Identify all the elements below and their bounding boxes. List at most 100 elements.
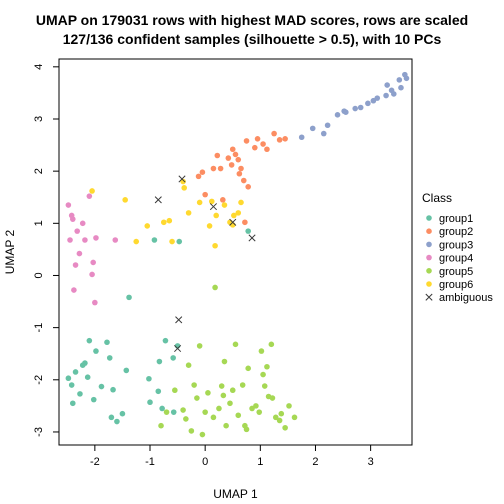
series-group6 xyxy=(89,178,244,249)
group5-point xyxy=(172,387,178,394)
group2-point xyxy=(238,165,244,172)
group1-point xyxy=(170,355,176,361)
group6-point xyxy=(196,199,203,206)
group2-point xyxy=(210,165,217,172)
group1-point xyxy=(98,383,105,390)
group2-point xyxy=(235,156,242,163)
group6-point xyxy=(238,199,244,206)
group4-point xyxy=(92,299,98,306)
group5-point xyxy=(272,414,279,421)
legend-label-group6: group6 xyxy=(439,279,473,291)
legend-marker-group4 xyxy=(426,254,432,261)
group4-point xyxy=(71,287,77,293)
group3-point xyxy=(390,91,397,97)
group4-point xyxy=(67,237,73,243)
group1-point xyxy=(82,360,88,366)
group6-point xyxy=(122,197,128,203)
legend-label-group4: group4 xyxy=(439,253,473,265)
group6-point xyxy=(208,198,215,205)
group5-point xyxy=(199,431,206,438)
group2-point xyxy=(282,136,288,142)
group5-point xyxy=(256,409,263,415)
group1-point xyxy=(162,337,169,344)
group1-point xyxy=(65,375,72,382)
y-tick-label: 1 xyxy=(33,220,45,226)
group5-point xyxy=(239,382,246,388)
group4-point xyxy=(82,237,88,243)
group3-point xyxy=(324,122,331,129)
legend-title: Class xyxy=(422,191,452,205)
group1-point xyxy=(108,414,115,421)
group3-point xyxy=(403,75,410,82)
legend-label-group1: group1 xyxy=(439,213,473,225)
x-tick-label: -1 xyxy=(145,456,155,468)
group3-point xyxy=(374,95,381,101)
ambiguous-point xyxy=(154,196,162,204)
group5-point xyxy=(264,363,270,370)
group1-point xyxy=(170,409,177,415)
group1-point xyxy=(151,237,158,243)
group6-point xyxy=(133,238,140,245)
group3-point xyxy=(334,112,341,118)
group4-point xyxy=(65,202,72,208)
group4-point xyxy=(74,228,81,234)
series-group3 xyxy=(298,71,410,141)
group1-point xyxy=(69,400,76,407)
group1-point xyxy=(176,238,183,245)
group2-point xyxy=(242,219,248,226)
legend-marker-ambiguous xyxy=(425,293,433,301)
group1-point xyxy=(84,374,91,380)
group2-point xyxy=(271,130,277,137)
y-axis: -3 -2 -1 0 1 2 3 4 xyxy=(33,64,60,437)
legend-label-ambiguous: ambiguous xyxy=(439,292,493,304)
group5-point xyxy=(243,426,250,433)
group5-point xyxy=(235,412,242,419)
group6-point xyxy=(212,242,218,249)
group4-point xyxy=(89,271,95,278)
group5-point xyxy=(221,358,228,365)
group5-point xyxy=(202,409,208,415)
group6-point xyxy=(160,219,167,226)
group1-point xyxy=(104,339,110,346)
group3-point xyxy=(396,77,403,83)
group5-point xyxy=(227,400,233,407)
group2-point xyxy=(276,137,283,143)
group5-point xyxy=(196,343,203,349)
series-group4 xyxy=(65,193,119,306)
chart-title-line1: UMAP on 179031 rows with highest MAD sco… xyxy=(36,12,468,28)
group5-point xyxy=(268,341,275,348)
x-tick-label: 1 xyxy=(257,456,263,468)
group6-point xyxy=(231,212,237,219)
group5-point xyxy=(286,403,292,409)
group6-point xyxy=(169,238,175,245)
group5-point xyxy=(188,428,195,434)
group6-point xyxy=(181,185,188,191)
group6-point xyxy=(180,178,186,185)
group6-point xyxy=(185,210,192,216)
group5-point xyxy=(245,365,251,372)
group1-point xyxy=(245,228,251,234)
group1-point xyxy=(119,410,126,417)
group3-point xyxy=(398,84,404,91)
group5-point xyxy=(212,284,218,291)
group2-point xyxy=(252,144,258,151)
group1-point xyxy=(156,358,163,365)
group5-point xyxy=(205,390,211,396)
group1-point xyxy=(155,388,162,395)
group2-point xyxy=(195,173,202,180)
group2-point xyxy=(220,197,226,203)
legend-label-group3: group3 xyxy=(439,239,473,251)
x-tick-label: -2 xyxy=(90,456,100,468)
series-ambiguous xyxy=(154,175,256,353)
group5-point xyxy=(163,409,170,415)
group3-point xyxy=(309,125,316,132)
group2-point xyxy=(228,162,235,168)
group2-point xyxy=(232,151,239,158)
ambiguous-point xyxy=(209,203,217,211)
legend-marker-group1 xyxy=(426,215,432,221)
group5-point xyxy=(185,362,192,368)
group4-point xyxy=(90,259,96,266)
group2-point xyxy=(217,165,224,172)
group4-point xyxy=(72,262,79,268)
